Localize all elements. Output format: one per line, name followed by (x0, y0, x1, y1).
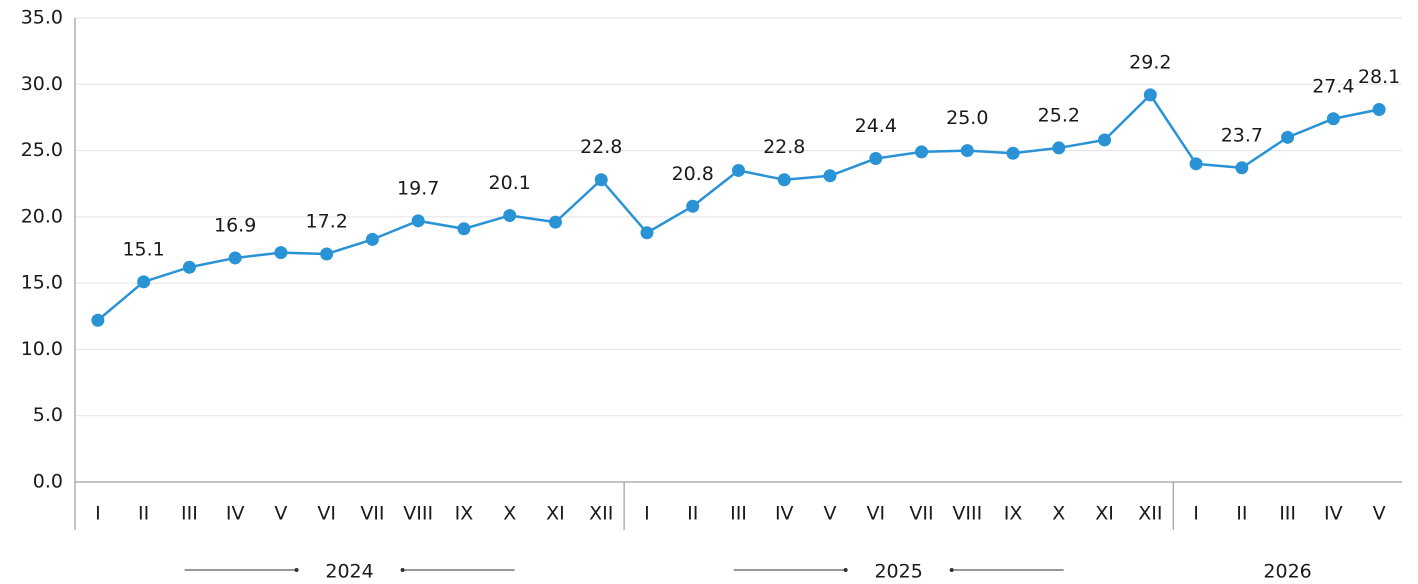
point (960, 144, 974, 158)
x-tick-label: XII (1138, 503, 1162, 525)
point (823, 169, 837, 183)
data-label: 27.4 (1312, 75, 1354, 97)
point (732, 163, 745, 177)
x-tick-label: V (274, 503, 287, 525)
x-tick-label: XII (589, 503, 613, 525)
year-dot (400, 568, 405, 572)
x-tick-label: III (181, 503, 198, 525)
x-tick-label: III (1279, 503, 1296, 525)
x-tick-label: II (687, 503, 698, 525)
data-label: 22.8 (763, 136, 805, 158)
x-tick-label: VIII (952, 503, 982, 525)
point (274, 246, 288, 260)
x-tick-label: I (1193, 503, 1199, 525)
year-dot (843, 568, 848, 572)
data-label: 20.8 (672, 163, 714, 185)
x-tick-label: VIII (403, 503, 433, 525)
data-label: 25.2 (1038, 104, 1080, 126)
point (1281, 130, 1295, 144)
x-tick-label: V (824, 503, 837, 525)
x-tick-label: VI (317, 503, 336, 525)
y-tick-label: 10.0 (21, 338, 63, 360)
x-tick-label: III (730, 503, 747, 525)
year-dot (294, 568, 299, 572)
point (1098, 133, 1112, 147)
x-tick-label: I (644, 503, 650, 525)
x-tick-label: II (138, 503, 149, 525)
point (594, 173, 608, 187)
x-tick-label: IX (1004, 503, 1023, 525)
data-label: 22.8 (580, 136, 622, 158)
point (686, 199, 700, 213)
point (182, 260, 196, 274)
x-tick-label: X (1052, 503, 1065, 525)
data-label: 15.1 (122, 238, 164, 260)
point (915, 145, 929, 159)
point (320, 247, 334, 261)
x-tick-label: XI (1095, 503, 1114, 525)
data-label: 28.1 (1358, 66, 1400, 88)
x-tick-label: IV (226, 503, 245, 525)
x-tick-label: IV (1324, 503, 1343, 525)
data-label: 20.1 (489, 172, 531, 194)
data-label: 29.2 (1129, 51, 1171, 73)
series-line (97, 92, 1380, 322)
x-tick-label: IV (775, 503, 794, 525)
x-tick-label: VII (909, 503, 933, 525)
point (365, 232, 379, 246)
year-label: 2026 (1263, 561, 1311, 583)
point (1006, 146, 1020, 160)
x-tick-label: XI (546, 503, 565, 525)
point (1143, 88, 1157, 102)
point (411, 214, 425, 228)
y-tick-label: 35.0 (21, 7, 63, 29)
data-label: 16.9 (214, 214, 256, 236)
year-label: 2025 (874, 561, 922, 583)
point (640, 226, 654, 240)
y-tick-label: 15.0 (21, 272, 63, 294)
point (1372, 102, 1386, 116)
data-label: 24.4 (855, 115, 897, 137)
year-dot (949, 568, 954, 572)
point (548, 215, 562, 229)
x-tick-label: II (1236, 503, 1247, 525)
point (1235, 161, 1249, 175)
point (1326, 112, 1340, 126)
y-tick-label: 20.0 (21, 205, 63, 227)
x-tick-label: I (95, 503, 101, 525)
point (228, 251, 242, 265)
point (137, 275, 151, 289)
y-tick-label: 25.0 (21, 139, 63, 161)
y-tick-label: 5.0 (33, 404, 63, 426)
y-tick-label: 0.0 (33, 471, 63, 493)
point (1052, 141, 1066, 155)
x-tick-label: VII (360, 503, 384, 525)
data-label: 19.7 (397, 177, 439, 199)
point (869, 152, 883, 166)
point (91, 313, 105, 327)
point (503, 209, 517, 223)
year-label: 2024 (325, 561, 373, 583)
data-label: 23.7 (1221, 124, 1263, 146)
point (1189, 157, 1203, 171)
point (777, 173, 791, 187)
x-tick-label: V (1373, 503, 1386, 525)
data-label: 25.0 (946, 107, 988, 129)
y-tick-label: 30.0 (21, 73, 63, 95)
data-label: 17.2 (306, 210, 348, 232)
x-tick-label: VI (866, 503, 885, 525)
x-tick-label: IX (455, 503, 474, 525)
point (457, 222, 471, 236)
x-tick-label: X (503, 503, 516, 525)
